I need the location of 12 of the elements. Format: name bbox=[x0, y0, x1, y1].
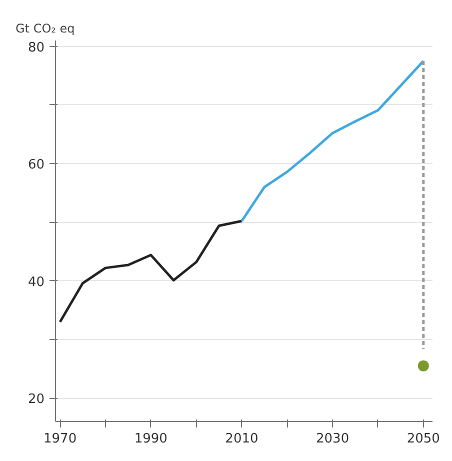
y-tick-label: 80 bbox=[28, 40, 45, 56]
y-axis-title: Gt CO₂ eq bbox=[16, 22, 75, 36]
x-tick-label: 1990 bbox=[134, 432, 168, 446]
line-series bbox=[240, 60, 425, 222]
x-tick-label: 2050 bbox=[406, 432, 440, 446]
x-tick-label: 2010 bbox=[225, 432, 258, 446]
y-tick-label: 60 bbox=[28, 158, 45, 173]
y-tick-label: 20 bbox=[28, 392, 45, 408]
x-tick-label: 2030 bbox=[316, 432, 350, 446]
line-series bbox=[58, 220, 243, 324]
y-tick-label: 40 bbox=[28, 274, 45, 290]
x-tick-label: 1970 bbox=[44, 432, 77, 446]
